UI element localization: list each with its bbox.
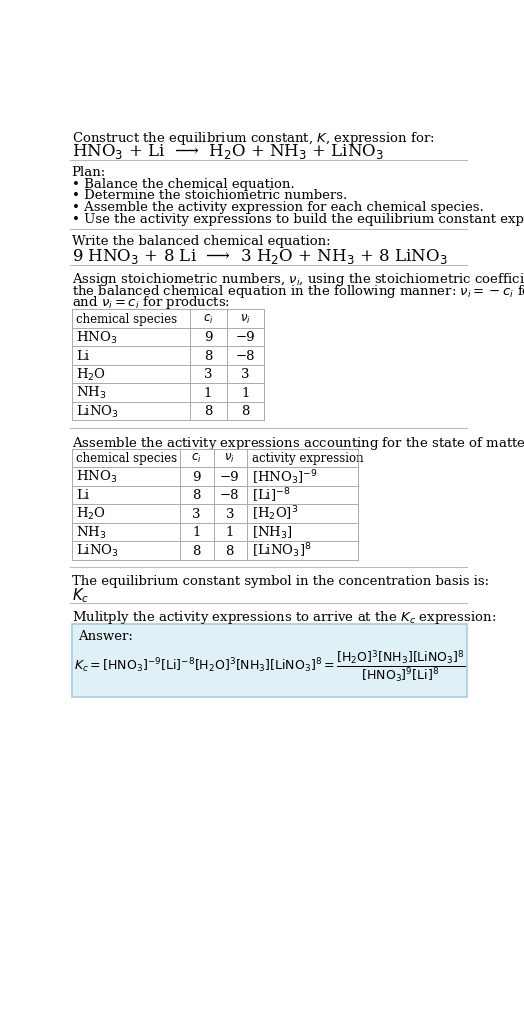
Text: 8: 8 [204, 349, 212, 362]
Text: −9: −9 [235, 331, 255, 344]
Text: Assign stoichiometric numbers, $\nu_i$, using the stoichiometric coefficients, $: Assign stoichiometric numbers, $\nu_i$, … [72, 271, 524, 288]
Text: chemical species: chemical species [77, 312, 178, 326]
Text: NH$_3$: NH$_3$ [77, 525, 107, 541]
Text: chemical species: chemical species [77, 452, 178, 466]
Text: 8: 8 [241, 405, 249, 418]
Text: the balanced chemical equation in the following manner: $\nu_i = -c_i$ for react: the balanced chemical equation in the fo… [72, 283, 524, 300]
Text: Li: Li [77, 489, 90, 502]
Text: H$_2$O: H$_2$O [77, 506, 106, 522]
Text: and $\nu_i = c_i$ for products:: and $\nu_i = c_i$ for products: [72, 294, 230, 311]
Text: $K_c = [\mathrm{HNO_3}]^{-9}[\mathrm{Li}]^{-8}[\mathrm{H_2O}]^3[\mathrm{NH_3}][\: $K_c = [\mathrm{HNO_3}]^{-9}[\mathrm{Li}… [73, 648, 465, 684]
Text: Answer:: Answer: [78, 630, 133, 643]
Text: [Li]$^{-8}$: [Li]$^{-8}$ [252, 486, 290, 504]
Text: HNO$_3$ + Li  ⟶  H$_2$O + NH$_3$ + LiNO$_3$: HNO$_3$ + Li ⟶ H$_2$O + NH$_3$ + LiNO$_3… [72, 142, 384, 161]
Text: −8: −8 [220, 489, 239, 502]
Text: 3: 3 [225, 507, 234, 521]
Text: −9: −9 [220, 471, 239, 484]
Text: 9: 9 [204, 331, 212, 344]
Text: $K_c$: $K_c$ [72, 587, 89, 605]
Text: 3: 3 [192, 507, 201, 521]
Text: 8: 8 [204, 405, 212, 418]
Text: LiNO$_3$: LiNO$_3$ [77, 543, 119, 560]
Text: HNO$_3$: HNO$_3$ [77, 330, 117, 346]
Text: Construct the equilibrium constant, $K$, expression for:: Construct the equilibrium constant, $K$,… [72, 131, 434, 147]
Text: 1: 1 [192, 526, 201, 539]
Text: • Use the activity expressions to build the equilibrium constant expression.: • Use the activity expressions to build … [72, 212, 524, 226]
Text: $\nu_i$: $\nu_i$ [224, 452, 235, 466]
Text: [HNO$_3$]$^{-9}$: [HNO$_3$]$^{-9}$ [252, 468, 318, 487]
Text: Write the balanced chemical equation:: Write the balanced chemical equation: [72, 235, 330, 248]
Text: 3: 3 [241, 369, 249, 381]
Text: 3: 3 [204, 369, 212, 381]
Text: [LiNO$_3$]$^8$: [LiNO$_3$]$^8$ [252, 542, 311, 561]
Text: NH$_3$: NH$_3$ [77, 385, 107, 401]
Text: $\nu_i$: $\nu_i$ [240, 312, 250, 326]
Text: $c_i$: $c_i$ [203, 312, 213, 326]
Text: 1: 1 [226, 526, 234, 539]
FancyBboxPatch shape [72, 624, 467, 697]
Text: $c_i$: $c_i$ [191, 452, 202, 466]
Text: 8: 8 [226, 544, 234, 557]
Text: [NH$_3$]: [NH$_3$] [252, 525, 292, 541]
Text: −8: −8 [236, 349, 255, 362]
Text: 9: 9 [192, 471, 201, 484]
Text: activity expression: activity expression [252, 452, 363, 466]
Text: 9 HNO$_3$ + 8 Li  ⟶  3 H$_2$O + NH$_3$ + 8 LiNO$_3$: 9 HNO$_3$ + 8 Li ⟶ 3 H$_2$O + NH$_3$ + 8… [72, 247, 447, 265]
Text: [H$_2$O]$^3$: [H$_2$O]$^3$ [252, 504, 298, 524]
Text: 1: 1 [204, 387, 212, 399]
Text: H$_2$O: H$_2$O [77, 367, 106, 383]
Text: 1: 1 [241, 387, 249, 399]
Text: • Determine the stoichiometric numbers.: • Determine the stoichiometric numbers. [72, 189, 347, 202]
Text: • Assemble the activity expression for each chemical species.: • Assemble the activity expression for e… [72, 201, 484, 214]
Text: • Balance the chemical equation.: • Balance the chemical equation. [72, 178, 294, 191]
Text: 8: 8 [192, 489, 201, 502]
Text: Assemble the activity expressions accounting for the state of matter and $\nu_i$: Assemble the activity expressions accoun… [72, 435, 524, 452]
Text: HNO$_3$: HNO$_3$ [77, 469, 117, 485]
Text: The equilibrium constant symbol in the concentration basis is:: The equilibrium constant symbol in the c… [72, 575, 489, 588]
Text: 8: 8 [192, 544, 201, 557]
Text: LiNO$_3$: LiNO$_3$ [77, 403, 119, 420]
Text: Mulitply the activity expressions to arrive at the $K_c$ expression:: Mulitply the activity expressions to arr… [72, 610, 496, 626]
Text: Plan:: Plan: [72, 166, 106, 179]
Text: Li: Li [77, 349, 90, 362]
